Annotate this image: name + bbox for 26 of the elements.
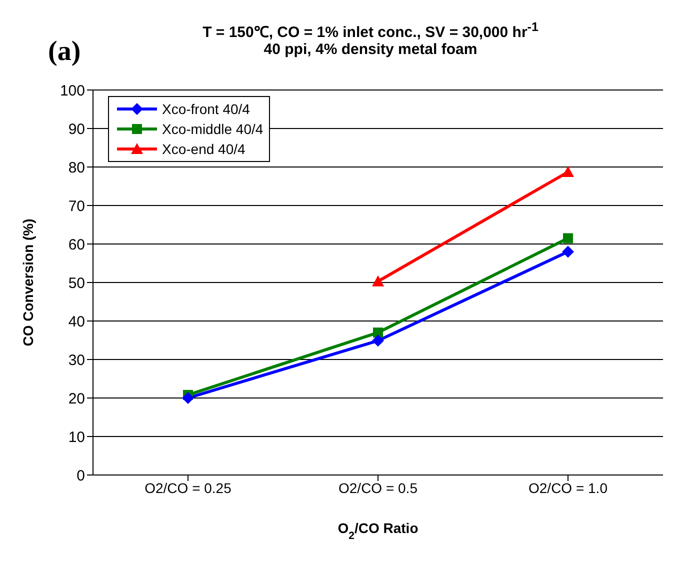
text: (a) (48, 36, 81, 68)
point (563, 233, 573, 244)
legend-label: Xco-middle 40/4 (162, 121, 264, 137)
y-tick-label: 80 (68, 159, 85, 176)
y-tick-label: 90 (68, 120, 85, 138)
point (182, 392, 194, 404)
x-tick-label: O2/CO = 1.0 (528, 480, 608, 496)
point (372, 334, 384, 347)
y-tick-label: 10 (68, 428, 85, 446)
y-axis-title: CO Conversion (%) (20, 218, 36, 346)
y-tick-label: 20 (68, 390, 85, 408)
legend-label: Xco-front 40/4 (162, 101, 250, 117)
x-axis-title: O$_{2}$/CO Ratio (338, 520, 418, 542)
x-tick-label: O2/CO = 0.25 (144, 480, 232, 496)
y-tick-label: 100 (60, 82, 85, 100)
legend-label: Xco-end 40/4 (162, 141, 246, 157)
x-tick-label: O2/CO = 0.5 (338, 480, 418, 496)
y-tick-label: 40 (68, 313, 85, 330)
y-tick-label: 50 (68, 274, 85, 292)
point (373, 328, 383, 338)
chart-title: T = 150℃, CO = 1% inlet conc., SV = 30,000 hr$^{-1}$ 40 ppi, 4% density metal foam (202, 20, 538, 58)
y-tick-label: 60 (68, 236, 85, 254)
y-tick-label: 0 (76, 467, 85, 484)
y-tick-label: 30 (68, 352, 85, 369)
point (562, 246, 574, 258)
y-tick-label: 70 (68, 198, 85, 215)
